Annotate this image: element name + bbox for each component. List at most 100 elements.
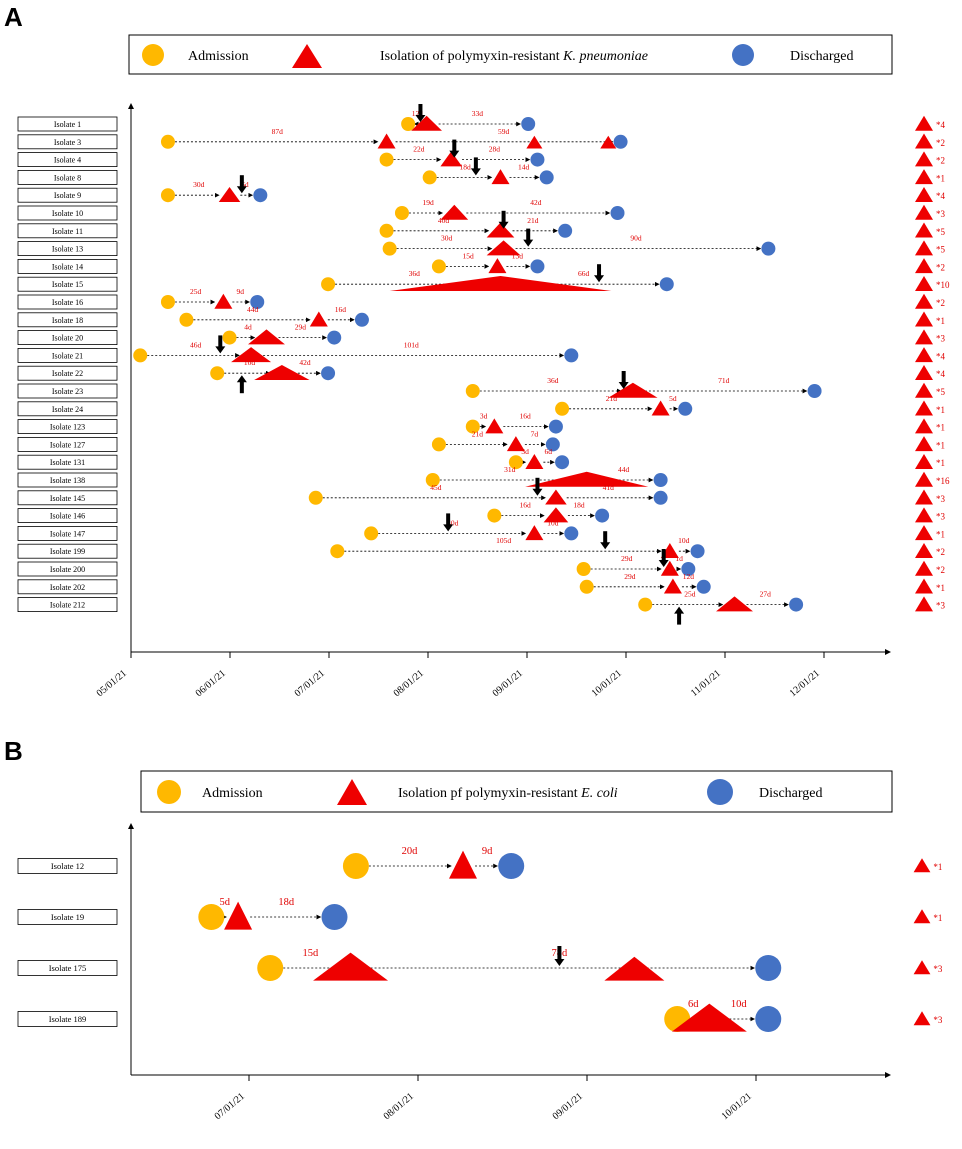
count-triangle <box>915 222 933 238</box>
isolation-marker <box>218 186 241 202</box>
isolate-label-box <box>17 597 118 612</box>
event-arrow-down-shaft <box>535 477 540 490</box>
discharge-marker <box>678 401 693 416</box>
isolate-label-box <box>17 276 118 292</box>
duration-to-discharge: 90d <box>630 234 642 243</box>
isolate-label-box <box>17 490 118 506</box>
duration-to-discharge: 42d <box>530 198 542 207</box>
isolate-label: Isolate 8 <box>54 173 81 182</box>
isolate-count: *3 <box>936 601 946 611</box>
duration-to-discharge: 41d <box>603 483 615 492</box>
event-arrow-down-head <box>215 346 226 354</box>
duration-to-discharge: 27d <box>760 590 772 599</box>
legend-b-discharged-label: Discharged <box>759 786 823 801</box>
admission-marker <box>321 277 336 292</box>
isolate-count: *1 <box>933 862 942 872</box>
isolate-label: Isolate 14 <box>52 262 83 271</box>
isolate-count: *3 <box>936 334 946 344</box>
event-arrow-down-head <box>415 115 426 122</box>
event-arrow-down <box>215 335 226 354</box>
timeline-row: Isolate 147 40d 10d *1 <box>17 513 945 541</box>
isolate-count: *4 <box>936 369 946 379</box>
timeline-row: Isolate 202 29d 12d *1 <box>17 572 945 595</box>
admission-marker <box>431 259 446 274</box>
event-arrow-down-head <box>618 382 629 389</box>
event-arrow-down <box>498 210 509 229</box>
isolate-label-box <box>17 169 118 185</box>
event-arrow-down <box>658 549 669 567</box>
isolation-marker <box>545 489 567 505</box>
isolate-label: Isolate 138 <box>50 476 85 485</box>
isolate-label-box <box>17 454 118 470</box>
event-arrow-down-shaft <box>557 946 562 960</box>
duration-to-isolation: 19d <box>423 198 435 207</box>
admission-marker <box>576 562 591 576</box>
event-arrow-down <box>523 228 534 247</box>
discharge-marker <box>530 259 545 274</box>
admission-marker <box>330 544 345 559</box>
count-triangle <box>915 453 933 469</box>
isolate-count: *5 <box>936 227 946 237</box>
x-tick-label: 08/01/21 <box>392 668 426 699</box>
event-arrow-up-head <box>236 375 247 383</box>
isolation-marker <box>440 204 469 220</box>
admission-marker <box>579 579 594 594</box>
count-triangle <box>915 507 933 523</box>
admission-marker <box>342 853 369 879</box>
isolation-marker <box>488 258 507 274</box>
isolate-label: Isolate 146 <box>50 512 85 521</box>
isolate-label: Isolate 189 <box>49 1014 87 1024</box>
duration-to-isolation: 30d <box>193 180 205 189</box>
isolation-marker-extra <box>526 135 543 149</box>
isolate-count: *2 <box>936 547 945 557</box>
x-tick-label: 11/01/21 <box>689 668 723 699</box>
duration-to-discharge: 66d <box>578 269 590 278</box>
discharge-marker <box>354 312 369 327</box>
isolate-count: *3 <box>936 512 946 522</box>
admission-marker <box>133 348 148 363</box>
isolate-label-box <box>17 152 118 168</box>
isolation-marker-extra <box>604 956 665 981</box>
isolate-label-box <box>17 223 118 239</box>
count-triangle <box>915 596 933 612</box>
duration-to-isolation: 36d <box>547 376 559 385</box>
isolate-label-box <box>17 294 118 310</box>
isolate-count: *3 <box>933 964 943 974</box>
duration-to-discharge: 29d <box>295 323 307 332</box>
legend-b-isolation-marker <box>337 779 367 805</box>
count-triangle <box>915 418 933 434</box>
count-triangle <box>915 364 933 380</box>
isolation-marker <box>608 382 658 398</box>
event-arrow-up <box>674 606 685 625</box>
isolate-label: Isolate 200 <box>50 565 85 574</box>
duration-to-isolation: 3d <box>521 447 529 456</box>
isolate-label: Isolate 23 <box>52 387 83 396</box>
isolate-count: *3 <box>936 209 946 219</box>
isolate-count: *5 <box>936 387 946 397</box>
count-triangle <box>915 347 933 363</box>
duration-to-isolation: 18d <box>459 162 471 171</box>
duration-to-discharge: 9d <box>237 287 245 296</box>
count-triangle <box>915 400 933 416</box>
duration-to-discharge: 5d <box>669 394 677 403</box>
legend-b-admission-marker <box>157 780 181 804</box>
isolate-count: *2 <box>936 138 945 148</box>
isolate-label: Isolate 145 <box>50 494 85 503</box>
duration-to-discharge: 12d <box>683 572 695 581</box>
event-arrow-down-shaft <box>239 175 244 188</box>
admission-marker <box>160 295 175 309</box>
admission-marker <box>364 526 379 541</box>
timeline-row: Isolate 14 15d 13d *2 <box>17 251 945 274</box>
duration-to-isolation: 16d <box>520 501 532 510</box>
isolate-count: *1 <box>936 529 945 539</box>
x-tick-label: 09/01/21 <box>491 668 525 699</box>
discharge-marker <box>755 1006 782 1032</box>
duration-to-discharge: 28d <box>489 145 501 154</box>
count-triangle <box>915 311 933 327</box>
isolation-marker <box>525 525 544 541</box>
discharge-marker <box>253 188 268 203</box>
isolate-count: *1 <box>936 405 945 415</box>
isolation-marker <box>248 329 285 345</box>
isolate-label: Isolate 21 <box>52 351 83 360</box>
timeline-row: Isolate 189 6d 10d *3 <box>17 999 943 1032</box>
